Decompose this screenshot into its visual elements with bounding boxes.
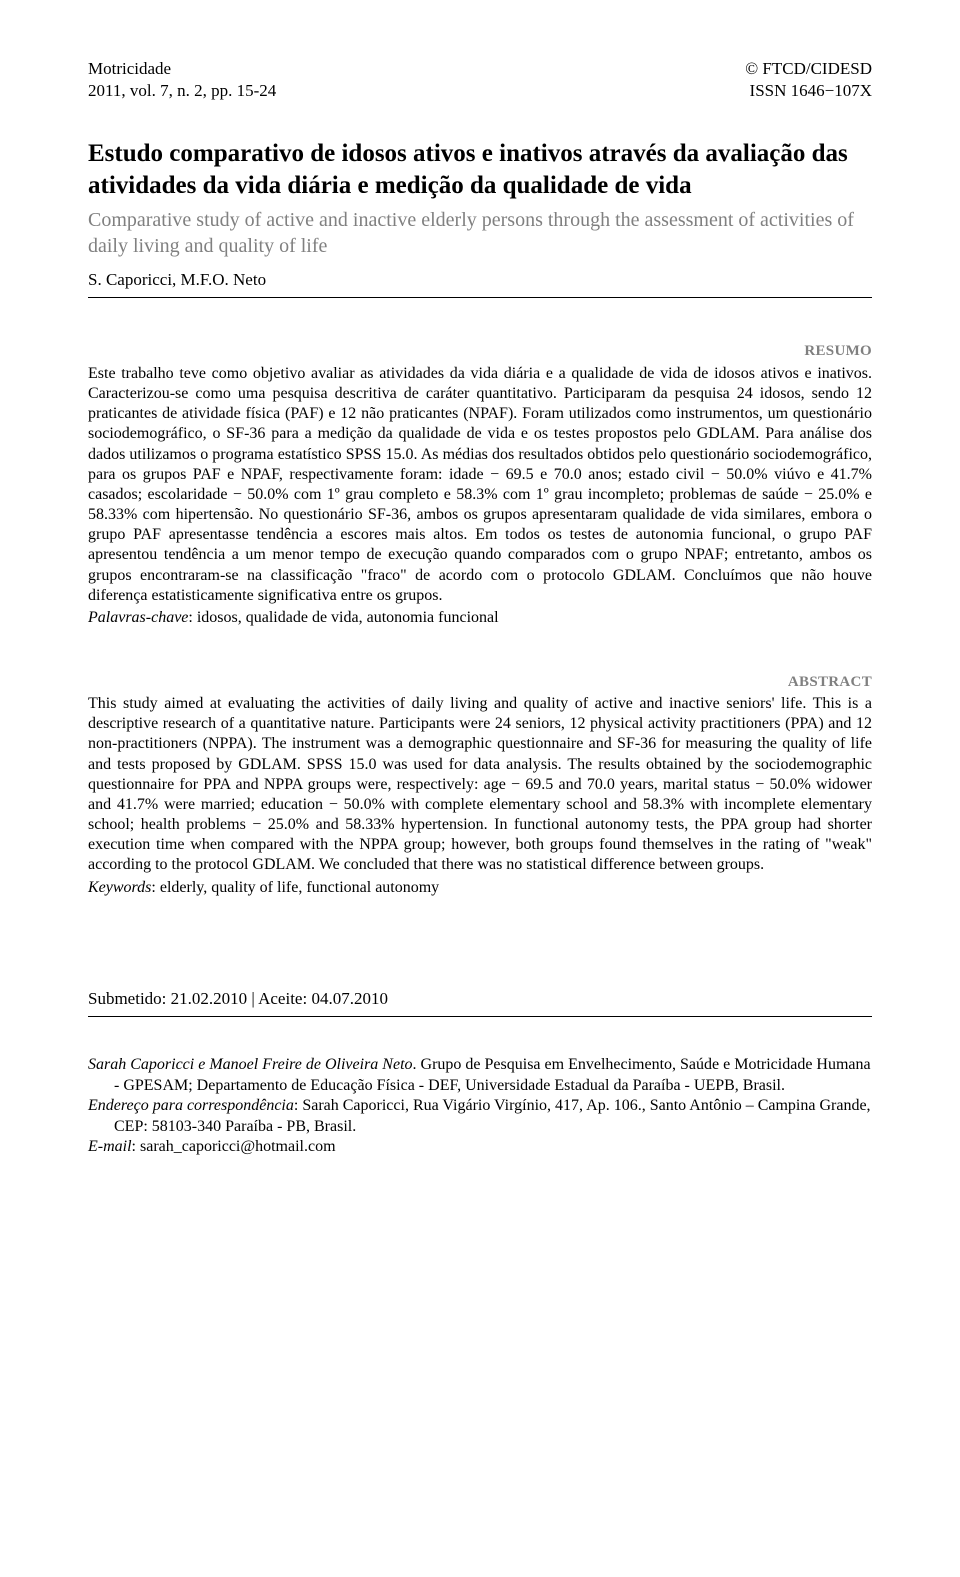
title-block: Estudo comparativo de idosos ativos e in… <box>88 138 872 259</box>
email-line: E-mail: sarah_caporicci@hotmail.com <box>88 1137 872 1157</box>
title-rule <box>88 297 872 298</box>
resumo-label: RESUMO <box>88 342 872 362</box>
title-en: Comparative study of active and inactive… <box>88 208 872 259</box>
dates-rule <box>88 1016 872 1017</box>
title-pt: Estudo comparativo de idosos ativos e in… <box>88 138 872 202</box>
institution: © FTCD/CIDESD <box>745 58 872 80</box>
correspondence-line: Endereço para correspondência: Sarah Cap… <box>88 1096 872 1137</box>
email-label: E-mail <box>88 1138 132 1155</box>
correspondence-label: Endereço para correspondência <box>88 1097 294 1114</box>
abstract-keywords-label: Keywords <box>88 879 151 896</box>
abstract-label: ABSTRACT <box>88 673 872 693</box>
authors: S. Caporicci, M.F.O. Neto <box>88 269 872 291</box>
resumo-keywords-text: : idosos, qualidade de vida, autonomia f… <box>188 609 498 626</box>
resumo-keywords: Palavras-chave: idosos, qualidade de vid… <box>88 608 872 629</box>
abstract-keywords: Keywords: elderly, quality of life, func… <box>88 878 872 899</box>
issue-info: 2011, vol. 7, n. 2, pp. 15-24 <box>88 80 276 102</box>
header-row: Motricidade 2011, vol. 7, n. 2, pp. 15-2… <box>88 58 872 102</box>
abstract-text: This study aimed at evaluating the activ… <box>88 694 872 875</box>
affiliation-block: Sarah Caporicci e Manoel Freire de Olive… <box>88 1055 872 1157</box>
resumo-text: Este trabalho teve como objetivo avaliar… <box>88 364 872 606</box>
abstract-keywords-text: : elderly, quality of life, functional a… <box>151 879 439 896</box>
submission-dates: Submetido: 21.02.2010 | Aceite: 04.07.20… <box>88 988 872 1010</box>
affiliation-line: Sarah Caporicci e Manoel Freire de Olive… <box>88 1055 872 1096</box>
resumo-keywords-label: Palavras-chave <box>88 609 188 626</box>
email-text: : sarah_caporicci@hotmail.com <box>132 1138 336 1155</box>
issn: ISSN 1646−107X <box>745 80 872 102</box>
affiliation-authors: Sarah Caporicci e Manoel Freire de Olive… <box>88 1056 413 1073</box>
journal-name: Motricidade <box>88 58 276 80</box>
